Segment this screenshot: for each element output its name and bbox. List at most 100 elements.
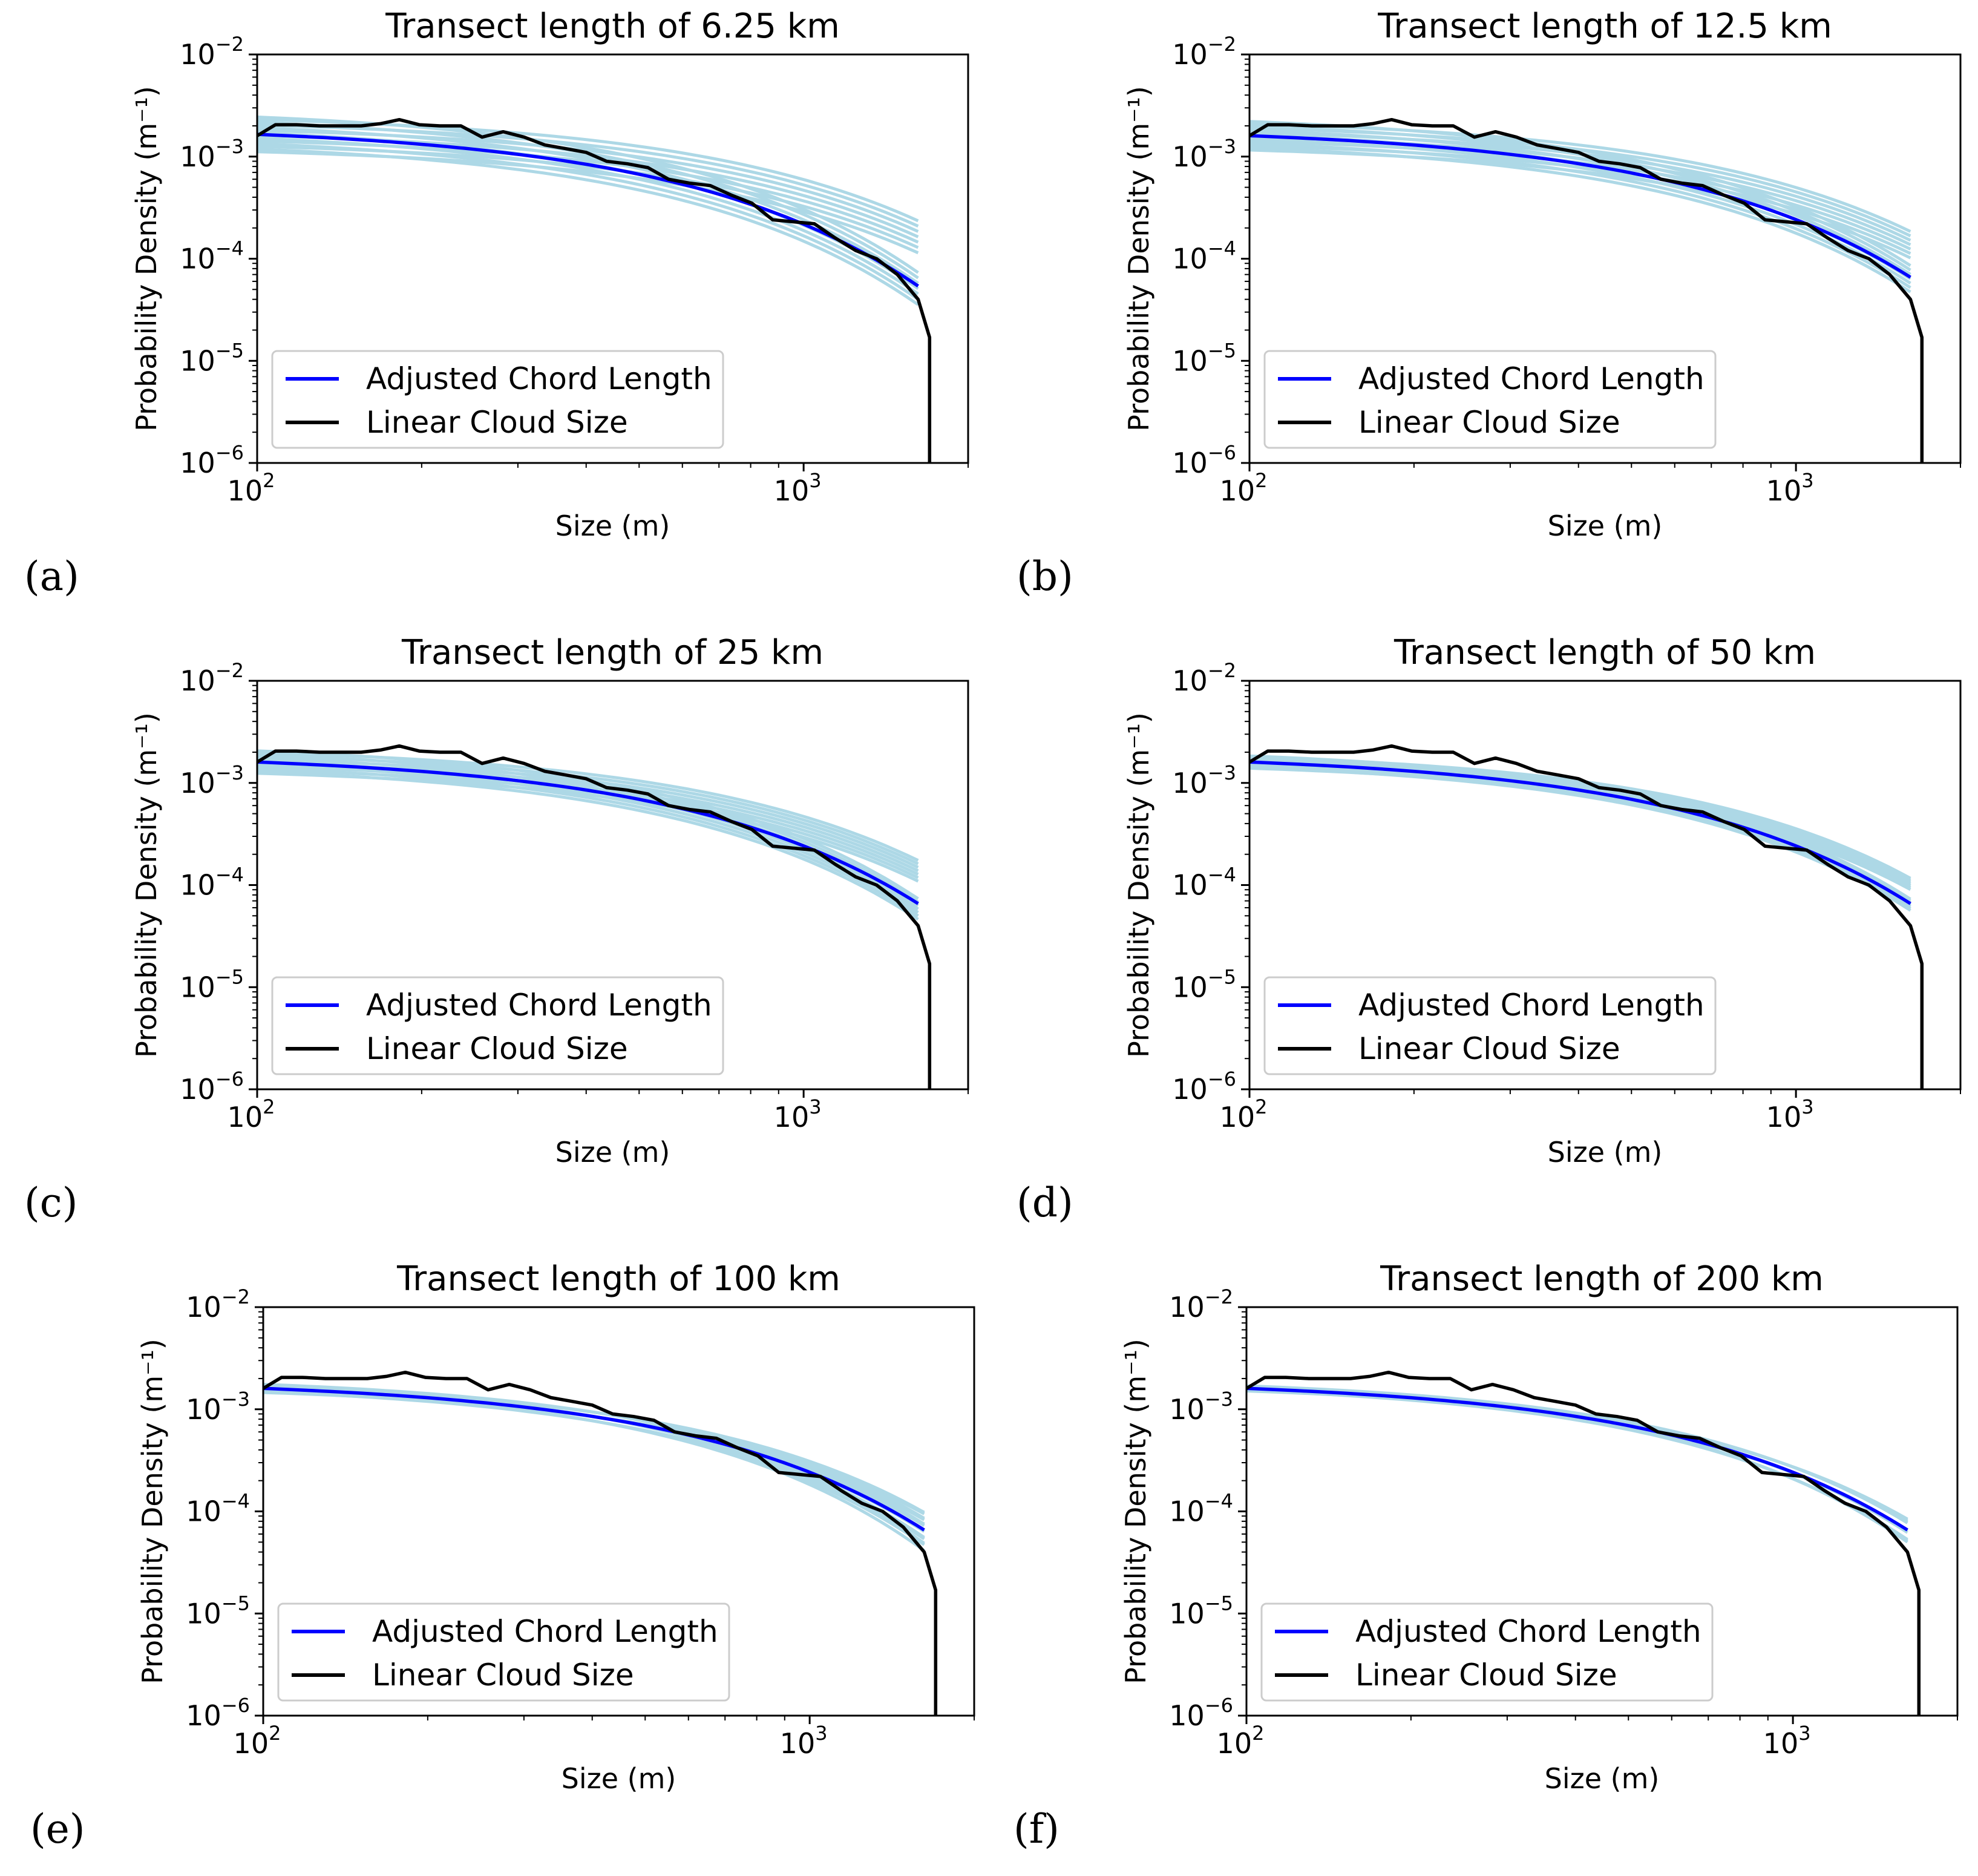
chart-title: Transect length of 12.5 km <box>1377 7 1832 46</box>
tick-exponent: −6 <box>221 1694 250 1717</box>
sample-curve <box>263 1388 925 1527</box>
chart-title: Transect length of 50 km <box>1393 633 1816 672</box>
tick-exponent: −6 <box>215 1068 244 1091</box>
y-tick-label: 10−2 <box>1172 659 1236 697</box>
tick-base: 10 <box>1220 474 1256 507</box>
tick-base: 10 <box>228 474 263 507</box>
tick-exponent: 2 <box>263 1095 275 1118</box>
tick-exponent: −2 <box>215 33 244 56</box>
tick-base: 10 <box>1172 243 1208 275</box>
chart-svg: Transect length of 200 km Probability Den… <box>1014 1259 1959 1852</box>
panel-a: Transect length of 6.25 km Probability De… <box>0 0 980 623</box>
legend-box <box>277 1602 730 1702</box>
tick-exponent: −3 <box>215 761 244 784</box>
legend-label: Adjusted Chord Length <box>1358 361 1705 396</box>
y-tick-label: 10−3 <box>1172 761 1236 799</box>
x-tick-label: 103 <box>1763 1722 1811 1760</box>
x-axis-label: Size (m) <box>555 1136 670 1169</box>
tick-base: 10 <box>780 1727 816 1760</box>
tick-exponent: −4 <box>215 237 244 260</box>
y-tick-label: 10−2 <box>1169 1285 1233 1323</box>
legend: Adjusted Chord Length Linear Cloud Size <box>1263 350 1717 449</box>
tick-exponent: 3 <box>1798 1722 1810 1745</box>
tick-base: 10 <box>180 971 215 1003</box>
y-tick-label: 10−6 <box>180 441 244 479</box>
sample-curve <box>1249 142 1911 289</box>
legend-label: Adjusted Chord Length <box>1358 988 1705 1023</box>
tick-base: 10 <box>1169 1291 1205 1323</box>
tick-base: 10 <box>180 1073 215 1106</box>
x-tick-label: 103 <box>1766 1095 1814 1133</box>
sample-curve <box>257 763 919 914</box>
tick-exponent: 2 <box>1255 1095 1267 1118</box>
tick-base: 10 <box>228 1101 263 1133</box>
x-axis-label: Size (m) <box>555 510 670 542</box>
tick-base: 10 <box>180 243 215 275</box>
panel-letter: (d) <box>1017 1179 1073 1226</box>
y-tick-label: 10−5 <box>186 1592 250 1630</box>
sample-curve <box>1249 755 1911 880</box>
tick-base: 10 <box>1217 1727 1253 1760</box>
tick-exponent: 3 <box>815 1722 827 1745</box>
y-tick-label: 10−5 <box>1169 1592 1233 1630</box>
x-tick-label: 102 <box>228 469 275 507</box>
sample-curve <box>1249 128 1911 276</box>
y-tick-label: 10−5 <box>1172 965 1236 1003</box>
tick-exponent: −5 <box>1208 965 1236 988</box>
tick-exponent: 2 <box>1255 469 1267 492</box>
legend-label: Linear Cloud Size <box>366 1031 628 1066</box>
adjusted-chord-length-line <box>257 760 919 905</box>
y-tick-label: 10−5 <box>180 339 244 377</box>
x-tick-label: 103 <box>774 1095 822 1133</box>
tick-exponent: −5 <box>221 1592 250 1615</box>
panel-c: Transect length of 25 km Probability Dens… <box>0 626 980 1250</box>
panel-d: Transect length of 50 km Probability Dens… <box>992 626 1973 1250</box>
x-tick-label: 102 <box>228 1095 275 1133</box>
tick-base: 10 <box>180 447 215 479</box>
legend-box <box>271 976 724 1075</box>
tick-exponent: −4 <box>1208 237 1236 260</box>
sample-curve <box>257 137 919 295</box>
y-tick-label: 10−6 <box>1169 1694 1233 1732</box>
chart-title: Transect length of 200 km <box>1380 1259 1824 1299</box>
sample-curve <box>263 1383 925 1545</box>
sample-curve <box>257 142 919 301</box>
chart-title: Transect length of 25 km <box>401 633 824 672</box>
panel-b: Transect length of 12.5 km Probability De… <box>992 0 1973 623</box>
adjusted-chord-length-line <box>1249 134 1911 279</box>
y-tick-label: 10−6 <box>180 1068 244 1106</box>
sample-curve <box>1249 764 1911 910</box>
tick-base: 10 <box>1172 664 1208 697</box>
x-tick-label: 103 <box>1766 469 1814 507</box>
y-tick-label: 10−4 <box>180 864 244 902</box>
tick-base: 10 <box>186 1597 221 1630</box>
y-tick-label: 10−6 <box>1172 441 1236 479</box>
linear-cloud-size-line <box>257 117 932 463</box>
y-tick-label: 10−3 <box>186 1388 250 1426</box>
y-tick-label: 10−3 <box>180 761 244 799</box>
y-tick-label: 10−4 <box>1169 1490 1233 1528</box>
tick-base: 10 <box>1169 1597 1205 1630</box>
sample-curve <box>263 1385 925 1539</box>
chart-title: Transect length of 6.25 km <box>385 7 840 46</box>
tick-exponent: −3 <box>1208 761 1236 784</box>
tick-base: 10 <box>186 1699 221 1732</box>
x-tick-label: 102 <box>1220 469 1268 507</box>
legend: Adjusted Chord Length Linear Cloud Size <box>277 1602 730 1702</box>
y-tick-label: 10−6 <box>186 1694 250 1732</box>
x-tick-label: 103 <box>774 469 822 507</box>
tick-exponent: −4 <box>221 1490 250 1513</box>
adjusted-chord-length-line <box>263 1386 925 1532</box>
sample-curve <box>263 1389 925 1521</box>
y-tick-label: 10−6 <box>1172 1068 1236 1106</box>
sample-curve <box>1246 1387 1908 1543</box>
tick-base: 10 <box>1172 38 1208 71</box>
sample-curve <box>257 115 919 274</box>
tick-base: 10 <box>180 38 215 71</box>
chart-svg: Transect length of 12.5 km Probability De… <box>1017 7 1962 600</box>
y-tick-label: 10−5 <box>1172 339 1236 377</box>
panel-e: Transect length of 100 km Probability Den… <box>6 1253 986 1876</box>
y-tick-label: 10−4 <box>180 237 244 275</box>
tick-base: 10 <box>1763 1727 1799 1760</box>
sample-curve <box>1249 757 1911 882</box>
